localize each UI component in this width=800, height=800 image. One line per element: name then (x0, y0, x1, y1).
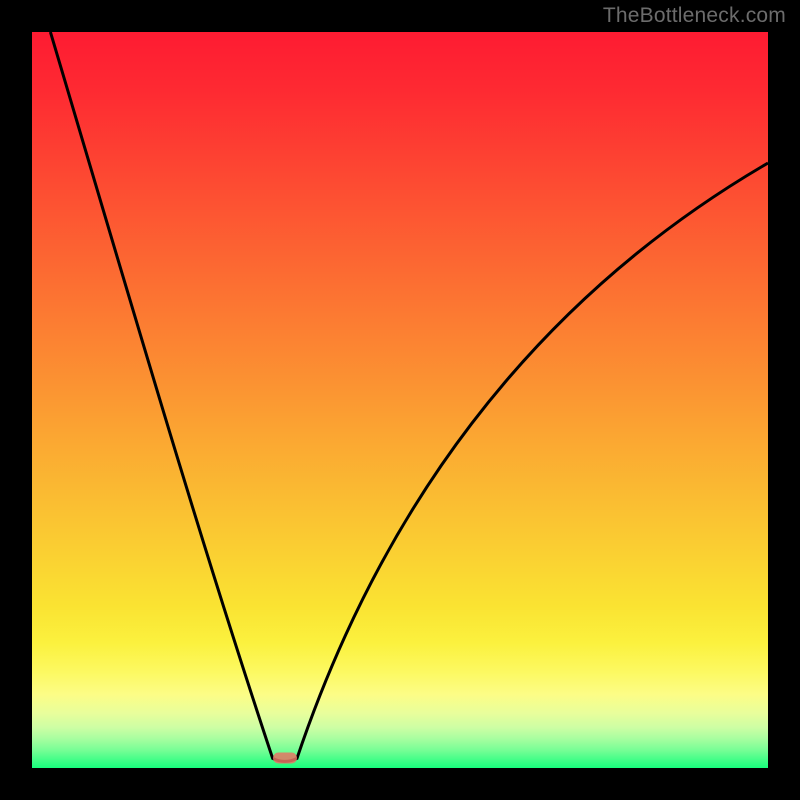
bottleneck-curve (32, 32, 768, 768)
watermark-text: TheBottleneck.com (603, 4, 786, 28)
plot-frame (30, 30, 770, 770)
optimum-marker (273, 752, 297, 763)
plot-area (32, 32, 768, 768)
curve-path (50, 32, 768, 761)
